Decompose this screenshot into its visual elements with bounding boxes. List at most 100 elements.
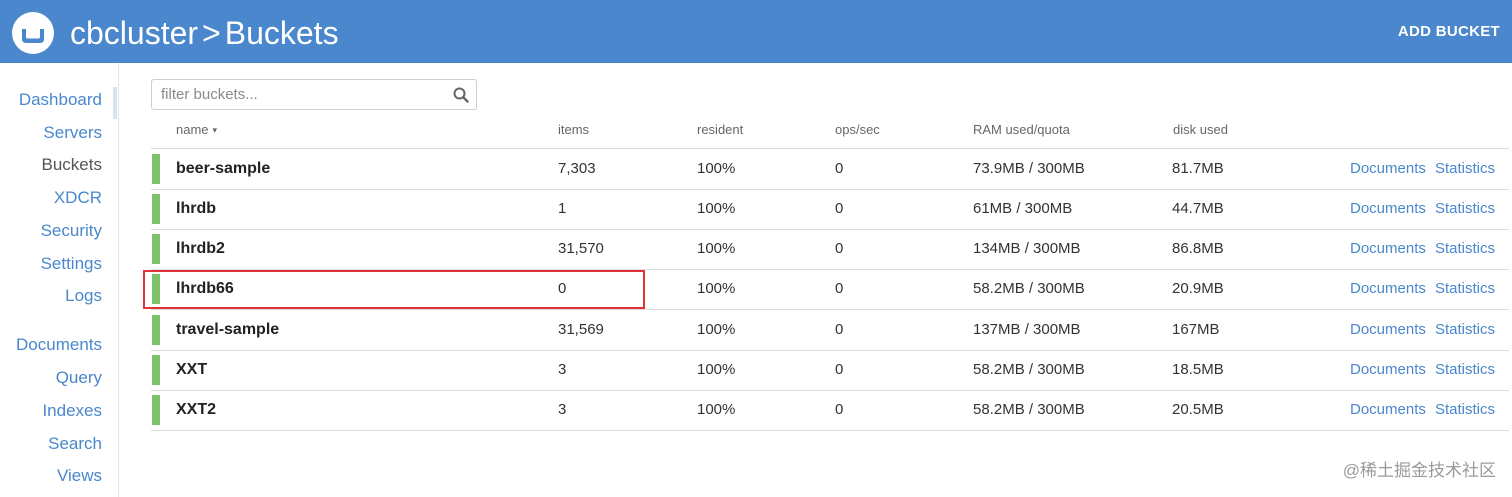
documents-link[interactable]: Documents	[1350, 321, 1426, 338]
sidebar-nav: Dashboard Servers Buckets XDCR Security …	[0, 63, 119, 497]
table-header-divider	[151, 148, 1509, 149]
bucket-name[interactable]: travel-sample	[176, 321, 280, 338]
bucket-name[interactable]: lhrdb	[176, 200, 216, 217]
watermark-text: @稀土掘金技术社区	[1342, 461, 1496, 480]
column-header-ram[interactable]: RAM used/quota	[973, 122, 1070, 137]
bucket-status-indicator	[152, 234, 160, 264]
sidebar-item-logs[interactable]: Logs	[65, 286, 102, 305]
sidebar-item-query[interactable]: Query	[55, 368, 102, 387]
documents-link[interactable]: Documents	[1350, 160, 1426, 177]
documents-link[interactable]: Documents	[1350, 361, 1426, 378]
column-header-items[interactable]: items	[558, 122, 590, 137]
bucket-ops: 0	[835, 160, 844, 177]
bucket-name[interactable]: XXT2	[176, 401, 217, 418]
bucket-disk: 86.8MB	[1172, 240, 1224, 257]
bucket-items: 3	[558, 361, 567, 378]
sidebar-item-xdcr[interactable]: XDCR	[53, 188, 102, 207]
documents-link[interactable]: Documents	[1350, 240, 1426, 257]
bucket-ops: 0	[835, 240, 844, 257]
add-bucket-button[interactable]: ADD BUCKET	[1397, 23, 1500, 40]
bucket-ram: 58.2MB / 300MB	[973, 280, 1085, 297]
breadcrumb-cluster[interactable]: cbcluster	[70, 15, 199, 51]
table-row[interactable]: travel-sample 31,569 100% 0 137MB / 300M…	[151, 310, 1509, 351]
table-row[interactable]: beer-sample 7,303 100% 0 73.9MB / 300MB …	[151, 149, 1509, 190]
bucket-ops: 0	[835, 200, 844, 217]
sidebar-item-dashboard[interactable]: Dashboard	[18, 90, 102, 109]
bucket-ops: 0	[835, 321, 844, 338]
sidebar-item-views[interactable]: Views	[56, 466, 102, 485]
column-header-name-label: name	[176, 122, 209, 137]
statistics-link[interactable]: Statistics	[1435, 200, 1496, 217]
statistics-link[interactable]: Statistics	[1435, 240, 1496, 257]
table-row[interactable]: lhrdb2 31,570 100% 0 134MB / 300MB 86.8M…	[151, 229, 1509, 270]
bucket-ram: 134MB / 300MB	[973, 240, 1081, 257]
statistics-link[interactable]: Statistics	[1435, 321, 1496, 338]
table-row[interactable]: XXT2 3 100% 0 58.2MB / 300MB 20.5MB Docu…	[151, 390, 1509, 431]
bucket-disk: 44.7MB	[1172, 200, 1224, 217]
bucket-disk: 81.7MB	[1172, 160, 1224, 177]
table-row[interactable]: XXT 3 100% 0 58.2MB / 300MB 18.5MB Docum…	[151, 350, 1509, 391]
bucket-status-indicator	[152, 194, 160, 224]
bucket-name[interactable]: XXT	[176, 361, 208, 378]
bucket-ram: 73.9MB / 300MB	[973, 160, 1085, 177]
bucket-resident: 100%	[697, 321, 736, 338]
bucket-ram: 137MB / 300MB	[973, 321, 1081, 338]
couchbase-logo-icon	[12, 12, 54, 54]
bucket-disk: 20.9MB	[1172, 280, 1224, 297]
bucket-items: 31,570	[558, 240, 604, 257]
breadcrumb-separator: >	[202, 15, 221, 51]
sort-down-icon: ▾	[212, 125, 218, 135]
bucket-resident: 100%	[697, 401, 736, 418]
bucket-ram: 61MB / 300MB	[973, 200, 1073, 217]
bucket-ram: 58.2MB / 300MB	[973, 361, 1085, 378]
documents-link[interactable]: Documents	[1350, 401, 1426, 418]
sidebar-item-search[interactable]: Search	[48, 434, 102, 453]
bucket-name[interactable]: beer-sample	[176, 160, 271, 177]
bucket-ops: 0	[835, 280, 844, 297]
bucket-items: 1	[558, 200, 567, 217]
bucket-resident: 100%	[697, 361, 736, 378]
statistics-link[interactable]: Statistics	[1435, 401, 1496, 418]
bucket-items: 31,569	[558, 321, 604, 338]
sidebar-item-documents[interactable]: Documents	[16, 335, 102, 354]
sidebar-item-servers[interactable]: Servers	[43, 123, 102, 142]
bucket-disk: 20.5MB	[1172, 401, 1224, 418]
bucket-name[interactable]: lhrdb66	[176, 280, 234, 297]
sidebar-item-settings[interactable]: Settings	[40, 254, 102, 273]
bucket-items: 7,303	[558, 160, 596, 177]
filter-box	[151, 79, 477, 110]
bucket-name[interactable]: lhrdb2	[176, 240, 225, 257]
column-header-ops[interactable]: ops/sec	[835, 122, 880, 137]
bucket-status-indicator	[152, 154, 160, 184]
page-title: Buckets	[224, 15, 339, 51]
bucket-ops: 0	[835, 401, 844, 418]
bucket-disk: 167MB	[1172, 321, 1220, 338]
documents-link[interactable]: Documents	[1350, 280, 1426, 297]
breadcrumb: cbcluster > Buckets	[70, 12, 339, 54]
sidebar-item-indexes[interactable]: Indexes	[42, 401, 102, 420]
statistics-link[interactable]: Statistics	[1435, 160, 1496, 177]
bucket-items: 0	[558, 280, 567, 297]
column-header-disk[interactable]: disk used	[1173, 122, 1228, 137]
bucket-resident: 100%	[697, 280, 736, 297]
sidebar-active-indicator	[113, 87, 117, 119]
column-header-resident[interactable]: resident	[697, 122, 744, 137]
bucket-status-indicator	[152, 355, 160, 385]
sidebar-item-buckets[interactable]: Buckets	[41, 155, 102, 174]
bucket-status-indicator	[152, 395, 160, 425]
bucket-ram: 58.2MB / 300MB	[973, 401, 1085, 418]
bucket-resident: 100%	[697, 160, 736, 177]
statistics-link[interactable]: Statistics	[1435, 280, 1496, 297]
column-header-name[interactable]: name ▾	[176, 121, 217, 139]
table-row[interactable]: lhrdb66 0 100% 0 58.2MB / 300MB 20.9MB D…	[151, 269, 1509, 310]
top-header: cbcluster > Buckets ADD BUCKET	[0, 0, 1512, 63]
statistics-link[interactable]: Statistics	[1435, 361, 1496, 378]
table-row[interactable]: lhrdb 1 100% 0 61MB / 300MB 44.7MB Docum…	[151, 189, 1509, 230]
bucket-ops: 0	[835, 361, 844, 378]
bucket-items: 3	[558, 401, 567, 418]
sidebar-item-security[interactable]: Security	[40, 221, 102, 240]
filter-buckets-input[interactable]	[152, 80, 451, 109]
bucket-resident: 100%	[697, 240, 736, 257]
search-icon[interactable]	[453, 87, 469, 108]
documents-link[interactable]: Documents	[1350, 200, 1426, 217]
